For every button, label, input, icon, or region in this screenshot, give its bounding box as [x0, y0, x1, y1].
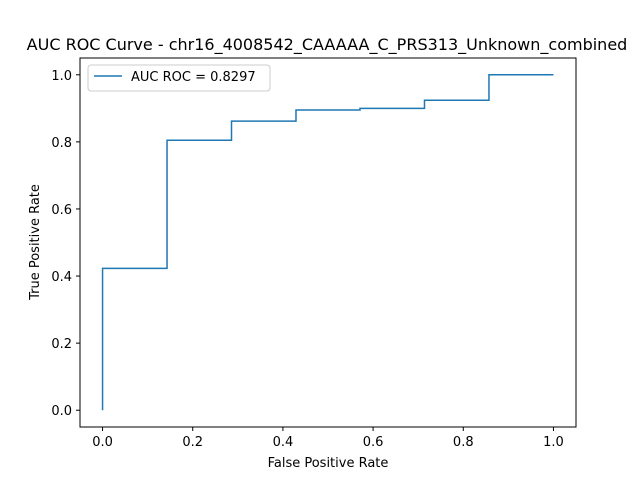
x-tick-label: 0.2: [182, 435, 203, 450]
y-tick-label: 0.8: [51, 136, 72, 151]
x-tick-label: 1.0: [543, 435, 564, 450]
x-tick-label: 0.0: [92, 435, 113, 450]
roc-curve-line: [101, 74, 554, 411]
x-axis-ticks: 0.0 0.2 0.4 0.6 0.8 1.0: [92, 427, 564, 450]
chart-title: AUC ROC Curve - chr16_4008542_CAAAAA_C_P…: [27, 35, 628, 55]
y-axis-ticks: 0.0 0.2 0.4 0.6 0.8 1.0: [51, 69, 80, 419]
y-tick-label: 0.4: [51, 270, 72, 285]
y-tick-label: 1.0: [51, 69, 72, 84]
plot-frame: [79, 57, 577, 428]
legend-entry-label: AUC ROC = 0.8297: [131, 70, 256, 85]
x-axis-label: False Positive Rate: [268, 456, 389, 471]
y-tick-label: 0.2: [51, 337, 72, 352]
y-tick-label: 0.6: [51, 203, 72, 218]
x-tick-label: 0.8: [453, 435, 474, 450]
y-tick-label: 0.0: [51, 404, 72, 419]
x-tick-label: 0.4: [273, 435, 294, 450]
y-axis-label: True Positive Rate: [28, 184, 43, 301]
series-layer: [101, 74, 554, 411]
legend-box: [87, 64, 271, 92]
x-tick-label: 0.6: [363, 435, 384, 450]
legend: AUC ROC = 0.8297: [87, 64, 271, 92]
